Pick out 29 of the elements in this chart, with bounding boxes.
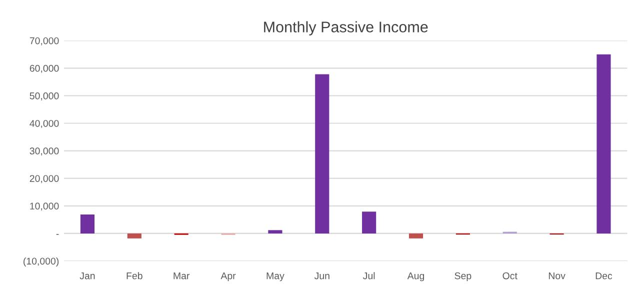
y-tick-label: 50,000	[30, 92, 59, 100]
y-tick-label: 60,000	[30, 64, 59, 73]
x-tick-label: Mar	[174, 272, 190, 280]
x-tick-label: Feb	[126, 272, 142, 280]
bar	[362, 212, 376, 234]
bar	[596, 54, 611, 234]
x-tick-label: Apr	[220, 272, 236, 282]
y-tick-label: 20,000	[30, 175, 59, 184]
bar	[80, 214, 95, 234]
bar	[315, 74, 330, 234]
x-tick-label: Oct	[502, 272, 518, 280]
bar	[408, 233, 424, 238]
y-tick-label: 10,000	[30, 202, 59, 211]
y-tick-label: 40,000	[30, 120, 59, 128]
bar	[127, 233, 142, 238]
x-tick-label: Jun	[314, 272, 330, 280]
y-tick-label: (10,000)	[24, 257, 59, 267]
x-tick-label: Jul	[363, 272, 375, 280]
x-tick-label: Dec	[596, 272, 612, 280]
x-tick-label: Jan	[80, 272, 95, 280]
x-tick-label: Aug	[407, 272, 424, 282]
bar	[268, 230, 282, 234]
x-tick-label: Sep	[454, 272, 472, 282]
chart-title: Monthly Passive Income	[264, 21, 428, 36]
y-tick-label: -	[56, 234, 59, 235]
y-tick-label: 70,000	[30, 37, 59, 46]
x-tick-label: May	[266, 272, 284, 282]
y-tick-label: 30,000	[30, 148, 59, 156]
x-tick-label: Nov	[548, 272, 566, 280]
